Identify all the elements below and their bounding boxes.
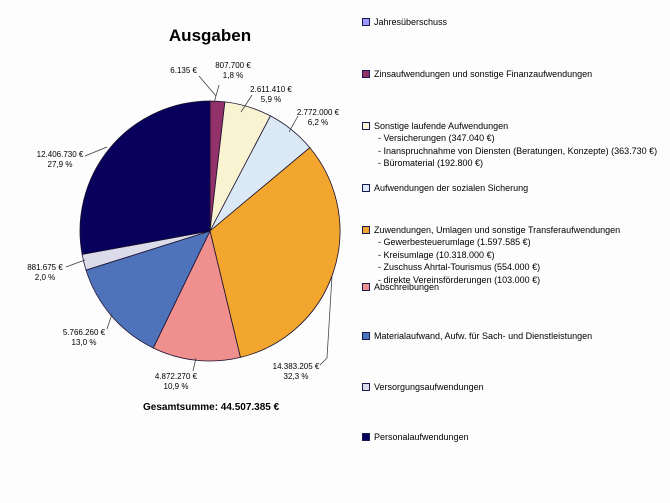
leader-line xyxy=(213,84,220,104)
legend-marker xyxy=(362,433,370,441)
slice-label: 6.135 € xyxy=(150,66,197,76)
leader-line xyxy=(319,275,333,366)
legend-label: Abschreibungen xyxy=(374,282,440,292)
pie-slices xyxy=(79,100,341,362)
leader-line xyxy=(106,313,113,330)
pie-slice[interactable] xyxy=(79,100,211,255)
slice-pct: 1,8 % xyxy=(222,71,244,80)
legend-label: Jahresüberschuss xyxy=(374,17,448,27)
slice-label: 2.611.410 € 5,9 % xyxy=(239,85,303,105)
legend-item: Jahresüberschuss xyxy=(362,16,666,28)
slice-value: 5.766.260 € xyxy=(62,328,106,337)
total-label: Gesamtsumme: 44.507.385 € xyxy=(143,402,280,413)
slice-label: 881.675 € 2,0 % xyxy=(15,263,75,283)
slice-pct: 6,2 % xyxy=(307,118,329,127)
legend-item: Sonstige laufende Aufwendungen - Versich… xyxy=(362,120,666,170)
legend-marker xyxy=(362,332,370,340)
legend-label: Zinsaufwendungen und sonstige Finanzaufw… xyxy=(374,69,593,79)
pie-slice[interactable] xyxy=(152,229,241,362)
slice-pct: 32,3 % xyxy=(283,372,309,381)
slice-value: 881.675 € xyxy=(27,263,63,272)
legend-sub-item: - Büromaterial (192.800 €) xyxy=(378,158,484,168)
slice-value: 12.406.730 € xyxy=(36,150,84,159)
legend-item: Materialaufwand, Aufw. für Sach- und Die… xyxy=(362,330,666,342)
legend-item: Versorgungsaufwendungen xyxy=(362,381,666,393)
legend-item: Abschreibungen xyxy=(362,281,666,293)
legend-marker xyxy=(362,70,370,78)
legend-label: Aufwendungen der sozialen Sicherung xyxy=(374,183,529,193)
slice-label: 5.766.260 € 13,0 % xyxy=(52,328,116,348)
legend-marker xyxy=(362,18,370,26)
slice-label: 4.872.270 € 10,9 % xyxy=(144,372,208,392)
slice-pct: 27,9 % xyxy=(47,160,73,169)
legend-label: Materialaufwand, Aufw. für Sach- und Die… xyxy=(374,331,593,341)
legend-label: Zuwendungen, Umlagen und sonstige Transf… xyxy=(374,225,621,235)
slice-pct: 5,9 % xyxy=(260,95,282,104)
legend-sub-item: - direkte Vereinsförderungen (103.000 €) xyxy=(378,274,541,285)
legend-marker xyxy=(362,122,370,130)
legend-item: Aufwendungen der sozialen Sicherung xyxy=(362,182,666,194)
chart-title: Ausgaben xyxy=(168,26,252,45)
legend-sub-item: - Kreisumlage (10.318.000 €) xyxy=(378,249,495,260)
slice-label: 12.406.730 € 27,9 % xyxy=(26,150,94,170)
leader-line xyxy=(288,115,299,133)
legend-marker xyxy=(362,184,370,192)
slice-pct: 13,0 % xyxy=(71,338,97,347)
legend-sub-item: - Inanspruchnahme von Diensten (Beratung… xyxy=(378,145,658,156)
slice-pct: 10,9 % xyxy=(163,382,189,391)
slice-value: 14.383.205 € xyxy=(272,362,320,371)
leader-line xyxy=(192,357,197,372)
leader-lines xyxy=(65,75,333,372)
legend-label: Versorgungsaufwendungen xyxy=(374,382,484,392)
slice-pct: 2,0 % xyxy=(34,273,56,282)
leader-line xyxy=(65,259,86,268)
leader-line xyxy=(198,75,217,97)
slice-value: 2.772.000 € xyxy=(296,108,340,117)
legend-marker xyxy=(362,283,370,291)
legend-item: Personalaufwendungen xyxy=(362,431,666,443)
legend-label: Sonstige laufende Aufwendungen xyxy=(374,121,509,131)
pie-slice[interactable] xyxy=(209,147,341,358)
slice-label: 2.772.000 € 6,2 % xyxy=(286,108,350,128)
slice-label: 807.700 € 1,8 % xyxy=(204,61,262,81)
legend-item: Zinsaufwendungen und sonstige Finanzaufw… xyxy=(362,68,666,80)
slice-value: 807.700 € xyxy=(215,61,251,70)
slice-label: 14.383.205 € 32,3 % xyxy=(263,362,329,382)
legend-item: Zuwendungen, Umlagen und sonstige Transf… xyxy=(362,224,666,286)
legend-marker xyxy=(362,383,370,391)
slice-value: 6.135 € xyxy=(170,66,197,75)
leader-line xyxy=(240,94,253,113)
slice-value: 2.611.410 € xyxy=(250,85,292,94)
legend-marker xyxy=(362,226,370,234)
legend-sub-item: - Versicherungen (347.040 €) xyxy=(378,133,495,143)
leader-line xyxy=(84,146,108,157)
legend-sub-item: - Zuschuss Ahrtal-Tourismus (554.000 €) xyxy=(378,262,541,272)
legend-sub-item: - Gewerbesteuerumlage (1.597.585 €) xyxy=(378,237,531,247)
slice-value: 4.872.270 € xyxy=(154,372,198,381)
legend-label: Personalaufwendungen xyxy=(374,432,469,442)
